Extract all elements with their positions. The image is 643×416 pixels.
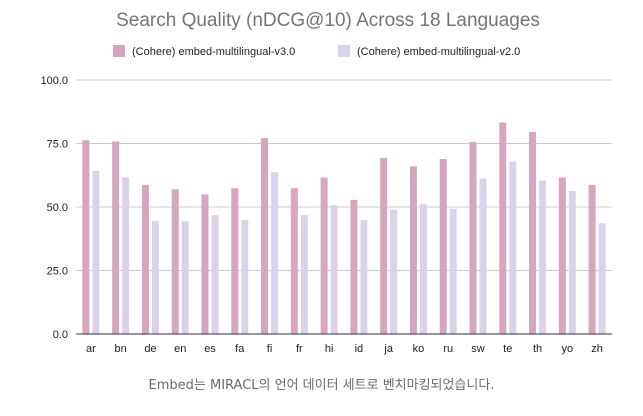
bar-v2-fi bbox=[271, 172, 279, 334]
bar-v3-bn bbox=[112, 141, 120, 334]
bar-v2-te bbox=[509, 161, 517, 334]
bar-v3-id bbox=[350, 199, 358, 334]
bar-v2-es bbox=[211, 215, 219, 334]
bar-v3-yo bbox=[558, 177, 566, 334]
x-tick-label: de bbox=[144, 343, 156, 355]
bar-v3-ko bbox=[409, 166, 417, 334]
x-tick-label: ru bbox=[443, 343, 453, 355]
bar-v3-fr bbox=[290, 188, 298, 334]
bars bbox=[82, 122, 606, 334]
bar-v2-bn bbox=[122, 177, 130, 334]
x-tick-label: zh bbox=[591, 343, 603, 355]
bar-v2-ru bbox=[449, 208, 457, 334]
chart-title: Search Quality (nDCG@10) Across 18 Langu… bbox=[116, 10, 540, 31]
x-tick-label: sw bbox=[471, 343, 485, 355]
bar-v3-es bbox=[201, 194, 209, 334]
bar-v2-ja bbox=[390, 209, 398, 334]
bar-v2-fa bbox=[241, 220, 249, 334]
x-axis-tick-labels: ar bn de en es fa fi fr hi id ja ko ru sw te th yo zh bbox=[86, 343, 603, 355]
legend-swatch-v2 bbox=[338, 45, 350, 57]
x-tick-label: en bbox=[174, 343, 186, 355]
x-tick-label: ko bbox=[413, 343, 425, 355]
x-tick-label: id bbox=[355, 343, 364, 355]
bar-v2-id bbox=[360, 220, 368, 334]
bar-v2-th bbox=[539, 180, 547, 334]
x-tick-label: ja bbox=[383, 343, 393, 355]
bar-v3-fa bbox=[231, 188, 239, 334]
bar-v2-sw bbox=[479, 178, 487, 334]
bar-v3-de bbox=[141, 184, 149, 334]
bar-v3-ar bbox=[82, 140, 90, 334]
x-tick-label: bn bbox=[115, 343, 127, 355]
bar-v2-fr bbox=[300, 215, 308, 334]
x-tick-label: ar bbox=[86, 343, 96, 355]
bar-v3-te bbox=[499, 122, 507, 334]
y-tick-label: 75.0 bbox=[47, 139, 68, 151]
bar-v2-de bbox=[151, 221, 159, 334]
bar-v2-yo bbox=[568, 190, 576, 334]
legend-swatch-v3 bbox=[113, 45, 125, 57]
y-tick-label: 100.0 bbox=[40, 75, 68, 87]
bar-v3-en bbox=[171, 189, 179, 334]
bar-v2-hi bbox=[330, 205, 338, 334]
x-tick-label: yo bbox=[562, 343, 574, 355]
x-tick-label: es bbox=[204, 343, 216, 355]
bar-v2-ar bbox=[92, 170, 100, 334]
legend-label-v3: (Cohere) embed-multilingual-v3.0 bbox=[132, 46, 295, 58]
bar-v2-zh bbox=[598, 223, 606, 334]
x-tick-label: hi bbox=[325, 343, 334, 355]
x-tick-label: fr bbox=[296, 343, 303, 355]
bar-v3-sw bbox=[469, 141, 477, 334]
bar-v3-ru bbox=[439, 158, 447, 334]
bar-v2-ko bbox=[419, 204, 427, 334]
x-tick-label: th bbox=[533, 343, 542, 355]
gridlines bbox=[76, 79, 612, 271]
bar-v2-en bbox=[181, 221, 189, 334]
bar-v3-hi bbox=[320, 177, 328, 334]
y-tick-label: 0.0 bbox=[53, 329, 68, 341]
bar-v3-zh bbox=[588, 184, 596, 334]
bar-v3-th bbox=[529, 132, 537, 334]
bar-v3-fi bbox=[261, 138, 269, 334]
x-tick-label: te bbox=[503, 343, 512, 355]
figure-caption: Embed는 MIRACL의 언어 데이터 세트로 벤치마킹되었습니다. bbox=[148, 378, 495, 393]
legend-label-v2: (Cohere) embed-multilingual-v2.0 bbox=[357, 46, 520, 58]
x-tick-label: fi bbox=[267, 343, 273, 355]
y-tick-label: 25.0 bbox=[47, 266, 68, 278]
y-axis-tick-labels: 0.0 25.0 50.0 75.0 100.0 bbox=[40, 75, 68, 341]
bar-v3-ja bbox=[380, 157, 388, 334]
x-tick-label: fa bbox=[235, 343, 245, 355]
legend: (Cohere) embed-multilingual-v3.0 (Cohere… bbox=[113, 45, 520, 58]
y-tick-label: 50.0 bbox=[47, 202, 68, 214]
